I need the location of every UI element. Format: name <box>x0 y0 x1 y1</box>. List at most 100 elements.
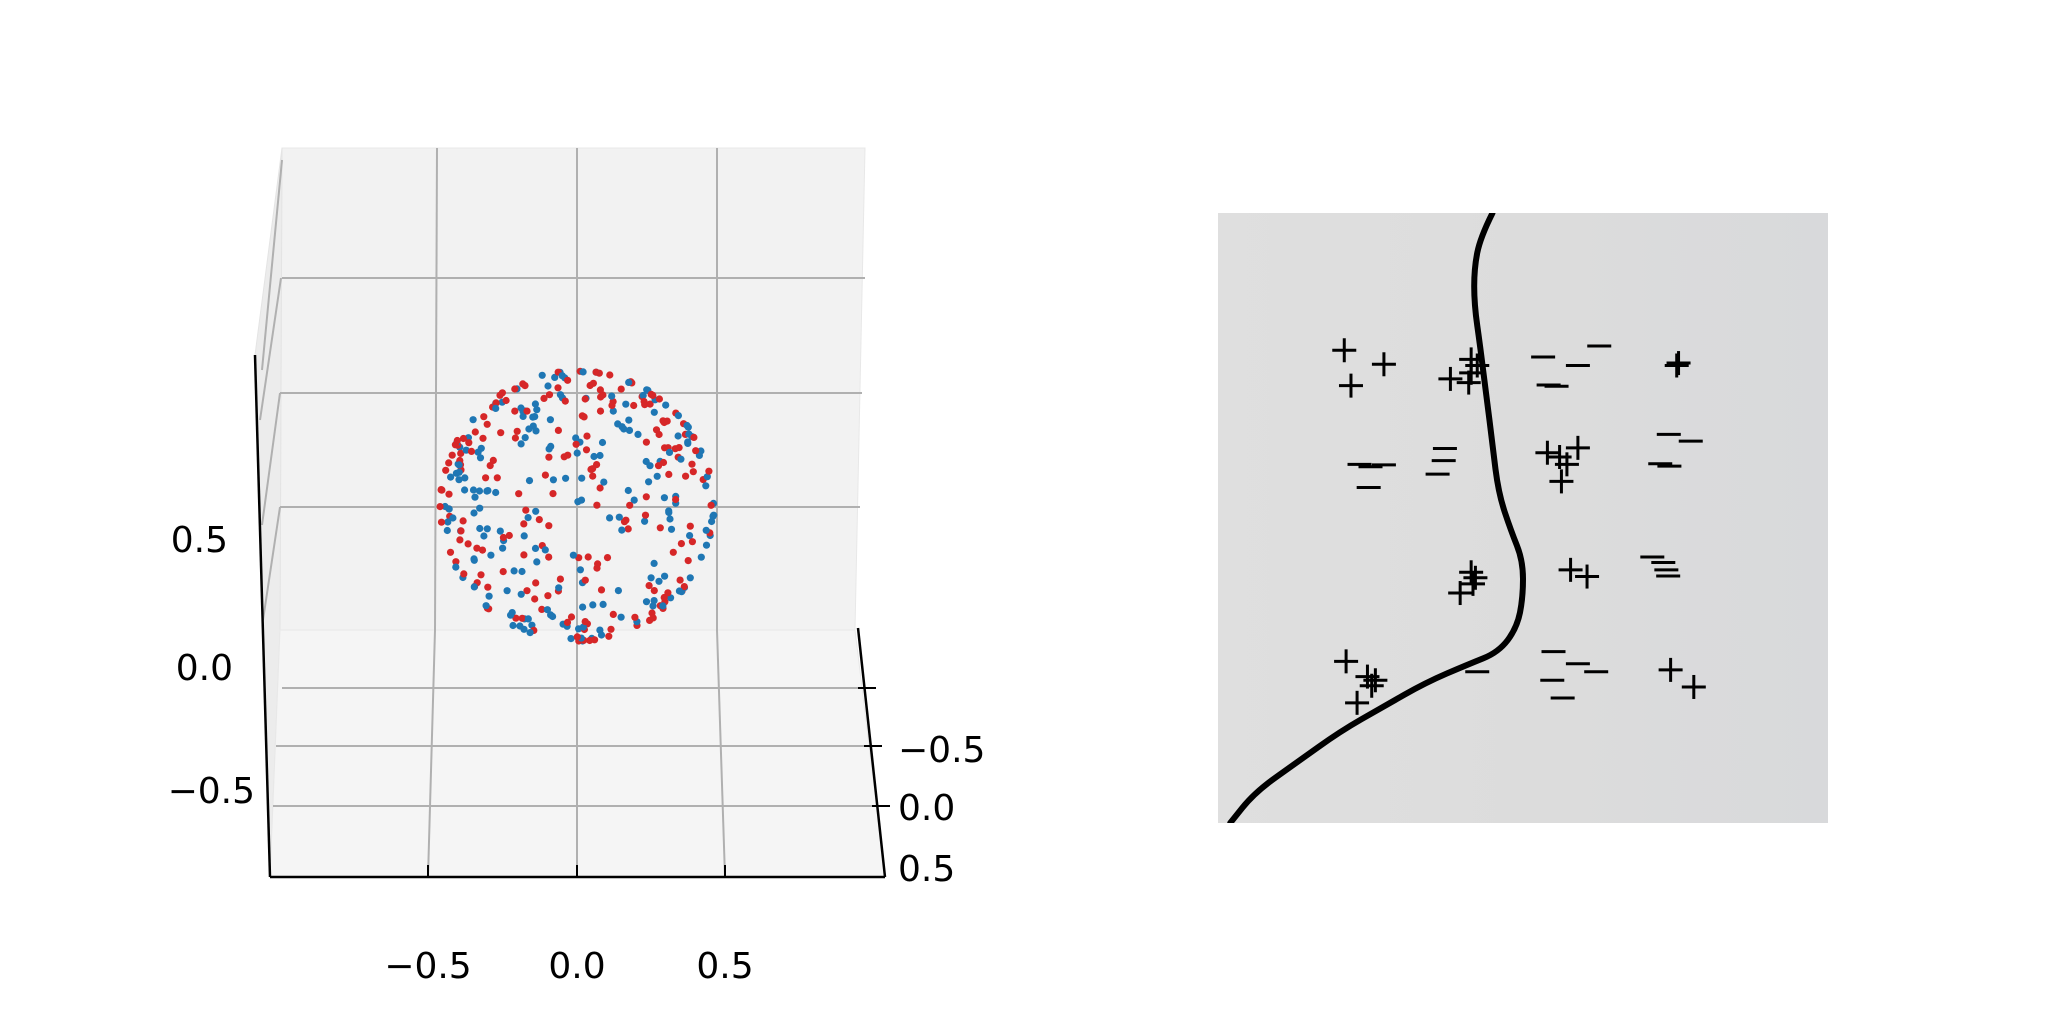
sphere-point <box>456 536 464 544</box>
sphere-point <box>617 613 625 621</box>
sphere-point <box>581 395 589 403</box>
plus-marker <box>1658 657 1683 682</box>
sphere-point <box>470 556 478 564</box>
sphere-point <box>538 605 546 614</box>
sphere-point <box>545 445 553 453</box>
sphere-point <box>650 408 658 416</box>
sphere-point <box>642 598 651 606</box>
sphere-point <box>626 501 634 509</box>
sphere-point <box>567 613 576 621</box>
sphere-point <box>650 559 658 568</box>
sphere-points <box>436 367 718 645</box>
sphere-point <box>492 404 500 412</box>
sphere-point <box>579 368 587 376</box>
sphere-point <box>520 551 528 559</box>
sphere-point <box>524 514 532 522</box>
sphere-point <box>483 420 491 428</box>
sphere-point <box>647 574 655 582</box>
sphere-point <box>618 526 626 534</box>
sphere-point <box>538 371 546 379</box>
sphere-point <box>480 413 488 421</box>
sphere-point <box>516 622 524 630</box>
sphere-point <box>589 601 597 609</box>
x-tick-label: 0.0 <box>548 946 605 987</box>
sphere-point <box>469 486 478 494</box>
sphere-point <box>583 432 591 440</box>
sphere-point <box>543 606 552 614</box>
sphere-point <box>576 566 585 574</box>
sphere-point <box>577 496 586 504</box>
sphere-point <box>708 517 716 526</box>
sphere-point <box>453 436 461 445</box>
sphere-point <box>620 518 629 526</box>
z-tick-label: −0.5 <box>168 771 255 812</box>
sphere-point <box>455 468 463 476</box>
sphere-point <box>596 484 604 492</box>
sphere-point <box>606 371 614 379</box>
sphere-point <box>496 391 504 399</box>
sphere-point <box>692 447 700 455</box>
sphere-point <box>532 507 540 515</box>
sphere-point <box>447 473 455 481</box>
sphere-point <box>477 571 485 579</box>
plus-marker <box>1681 674 1706 699</box>
sphere-point <box>448 451 456 459</box>
sphere-point <box>483 487 491 495</box>
sphere-point <box>581 618 589 626</box>
sphere-point <box>545 453 553 461</box>
sphere-point <box>675 444 683 452</box>
sphere-point <box>445 459 453 467</box>
sphere-point <box>688 538 697 546</box>
sphere-point <box>549 476 558 484</box>
plus-marker <box>1338 373 1363 398</box>
sphere-point <box>655 395 664 403</box>
plus-marker <box>1558 557 1583 582</box>
sphere-point <box>598 438 607 447</box>
sphere-point <box>446 548 455 556</box>
sphere-point <box>482 602 490 610</box>
sphere-point <box>517 440 525 448</box>
sphere-point <box>521 434 529 442</box>
sphere-point <box>584 553 592 561</box>
sphere-point <box>505 531 513 540</box>
sphere-point <box>476 524 484 533</box>
sphere-point <box>509 621 517 630</box>
sphere-point <box>625 416 633 424</box>
plus-marker <box>1664 353 1689 378</box>
tick-marks <box>427 687 890 877</box>
sphere-point <box>445 490 453 498</box>
sphere-point <box>524 615 532 623</box>
sphere-point <box>518 567 526 576</box>
sphere-point <box>545 522 553 530</box>
sphere-point <box>511 434 519 442</box>
sphere-point <box>656 524 664 532</box>
sphere-point <box>702 541 711 549</box>
sphere-point <box>596 626 604 634</box>
sphere-point <box>634 430 642 438</box>
sphere-point <box>660 418 668 427</box>
sphere-point <box>449 514 457 522</box>
sphere-point <box>655 430 663 439</box>
sphere-point <box>520 532 528 540</box>
sphere-point <box>596 386 605 394</box>
sphere-point <box>477 444 485 452</box>
sphere-point <box>457 449 465 457</box>
sphere-point <box>606 514 614 522</box>
sphere-point <box>592 368 600 376</box>
sphere-point <box>609 610 617 619</box>
sphere-point <box>680 583 688 591</box>
sphere-point <box>710 511 718 519</box>
sphere-point <box>535 516 543 524</box>
sphere-point <box>705 467 713 475</box>
plus-marker <box>1459 360 1484 385</box>
sphere-point <box>496 527 504 535</box>
sphere-point <box>511 385 519 393</box>
sphere-point <box>483 525 491 533</box>
sphere-point <box>609 407 617 415</box>
sphere-point <box>665 508 673 517</box>
sphere-point <box>596 451 604 460</box>
sphere-point <box>485 592 493 600</box>
sphere-point <box>639 391 647 400</box>
sphere-point <box>669 548 677 556</box>
